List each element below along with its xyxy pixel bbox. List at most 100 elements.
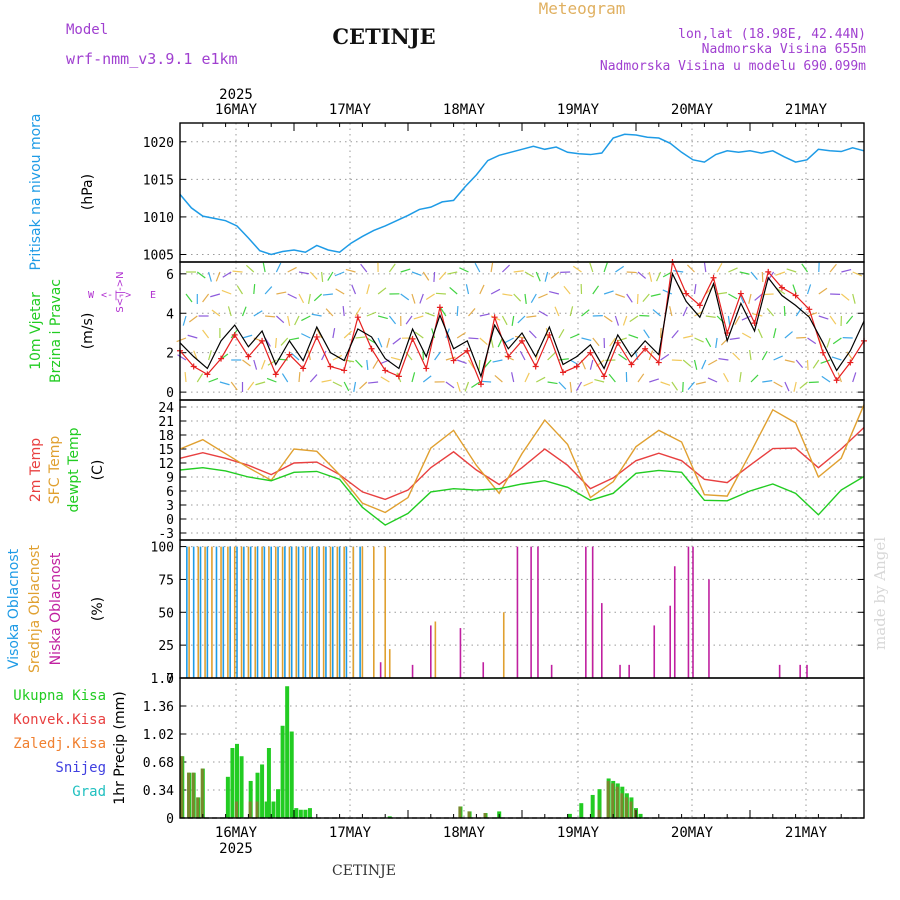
y-tick-label: 3	[166, 499, 174, 514]
wind-vector	[748, 293, 752, 304]
wind-vector	[467, 359, 475, 369]
wind-vector	[474, 262, 481, 273]
wind-vector	[637, 373, 645, 383]
wind-vector	[648, 271, 653, 282]
wind-vector	[718, 358, 729, 361]
y-tick-label: 0	[166, 672, 174, 687]
wind-vector	[569, 381, 573, 392]
panel-precip: 0 0.34 0.68 1.02 1.36 1.7	[143, 672, 865, 827]
gust-point	[546, 331, 553, 338]
gust-point	[642, 345, 649, 352]
wind-vector	[210, 293, 221, 298]
wind-vector	[377, 337, 383, 348]
wind-vector	[538, 293, 548, 299]
wind-vector	[786, 268, 797, 273]
wind-vector	[425, 293, 435, 300]
wind-vector	[818, 287, 828, 295]
wind-vector	[575, 381, 583, 391]
y-tick-label: 25	[158, 639, 174, 654]
precip-convective-bar	[611, 783, 615, 818]
temp-side-label-2: dewpt Temp	[66, 427, 82, 512]
wind-vector	[380, 376, 390, 383]
wind-vector	[196, 271, 206, 279]
wind-vector	[456, 381, 461, 392]
compass-arrow: <-|->	[101, 290, 131, 301]
wind-vector	[801, 263, 808, 273]
temp-2m-line	[179, 427, 865, 501]
y-tick-label: 21	[158, 415, 174, 430]
wind-vector	[321, 350, 327, 361]
wind-vector	[683, 335, 694, 339]
wind-vector	[388, 263, 396, 273]
model-elevation-info: Nadmorska Visina u modelu 690.099m	[600, 59, 866, 74]
wind-vector	[287, 315, 291, 326]
wind-vector	[392, 337, 402, 345]
gust-point	[696, 302, 703, 309]
y-tick-label: 0.34	[143, 784, 174, 799]
wind-vector	[366, 311, 377, 317]
wind-vector	[594, 378, 605, 383]
wind-vector	[353, 381, 357, 392]
wind-vector	[701, 359, 707, 370]
precip-convective-bar	[196, 797, 200, 818]
wind-vector	[615, 265, 625, 273]
wind-vector	[262, 262, 266, 273]
wind-vector	[287, 293, 297, 299]
wind-vector	[652, 309, 661, 317]
wind-vector	[478, 359, 481, 371]
wind-vector	[671, 381, 678, 391]
wind-vector	[345, 268, 356, 273]
cloud-unit: (%)	[90, 597, 106, 621]
wind-vector	[703, 262, 707, 273]
wind-vector	[464, 381, 470, 392]
precip-legend-2: Zaledj.Kisa	[13, 736, 106, 752]
wind-vector	[841, 293, 850, 301]
wind-vector	[267, 359, 277, 366]
wind-vector	[321, 379, 332, 383]
wind-vector	[773, 328, 777, 339]
wind-vector	[232, 270, 243, 273]
wind-vector	[242, 359, 251, 367]
y-tick-label: -3	[158, 527, 174, 542]
wind-vector	[592, 285, 600, 295]
wind-vector	[400, 268, 411, 273]
precip-total-bar	[264, 801, 269, 818]
wind-vector	[776, 287, 786, 295]
wind-vector	[784, 331, 793, 339]
wind-vector	[301, 333, 311, 339]
wind-vector	[754, 293, 763, 301]
wind-vector	[490, 337, 494, 348]
y-tick-label: 0	[166, 386, 174, 401]
wind-vector	[275, 262, 282, 273]
wind-vector	[589, 359, 594, 370]
wind-vector	[445, 356, 456, 361]
precip-total-bar	[579, 803, 584, 818]
gust-point	[272, 371, 279, 378]
compass-vertical: S<-|->N	[115, 271, 126, 312]
wind-vector	[682, 359, 692, 367]
wind-vector	[818, 315, 829, 320]
wind-vector	[431, 328, 436, 339]
wind-vector	[479, 313, 490, 317]
precip-legend-1: Konvek.Kisa	[13, 712, 106, 728]
gust-point	[382, 367, 389, 374]
precip-total-bar	[289, 731, 294, 818]
wind-vector	[289, 337, 300, 341]
cloud-side-label-0: Visoka Oblacnost	[6, 548, 22, 669]
wind-vector	[732, 352, 741, 361]
wind-vector	[456, 332, 466, 339]
wind-vector	[784, 359, 795, 363]
wind-vector	[535, 271, 541, 282]
wind-vector	[344, 359, 355, 363]
precip-convective-bar	[620, 793, 624, 818]
pressure-side-label: Pritisak na nivou mora	[28, 113, 44, 270]
precip-total-bar	[225, 776, 230, 818]
y-tick-label: 4	[166, 307, 174, 322]
wind-vector	[705, 315, 716, 318]
wind-vector	[832, 337, 842, 345]
y-tick-label: 1015	[143, 173, 174, 188]
wind-vector	[275, 315, 285, 324]
wind-vector	[468, 308, 476, 317]
day-label-top: 19MAY	[557, 102, 600, 118]
gust-point	[573, 363, 580, 370]
